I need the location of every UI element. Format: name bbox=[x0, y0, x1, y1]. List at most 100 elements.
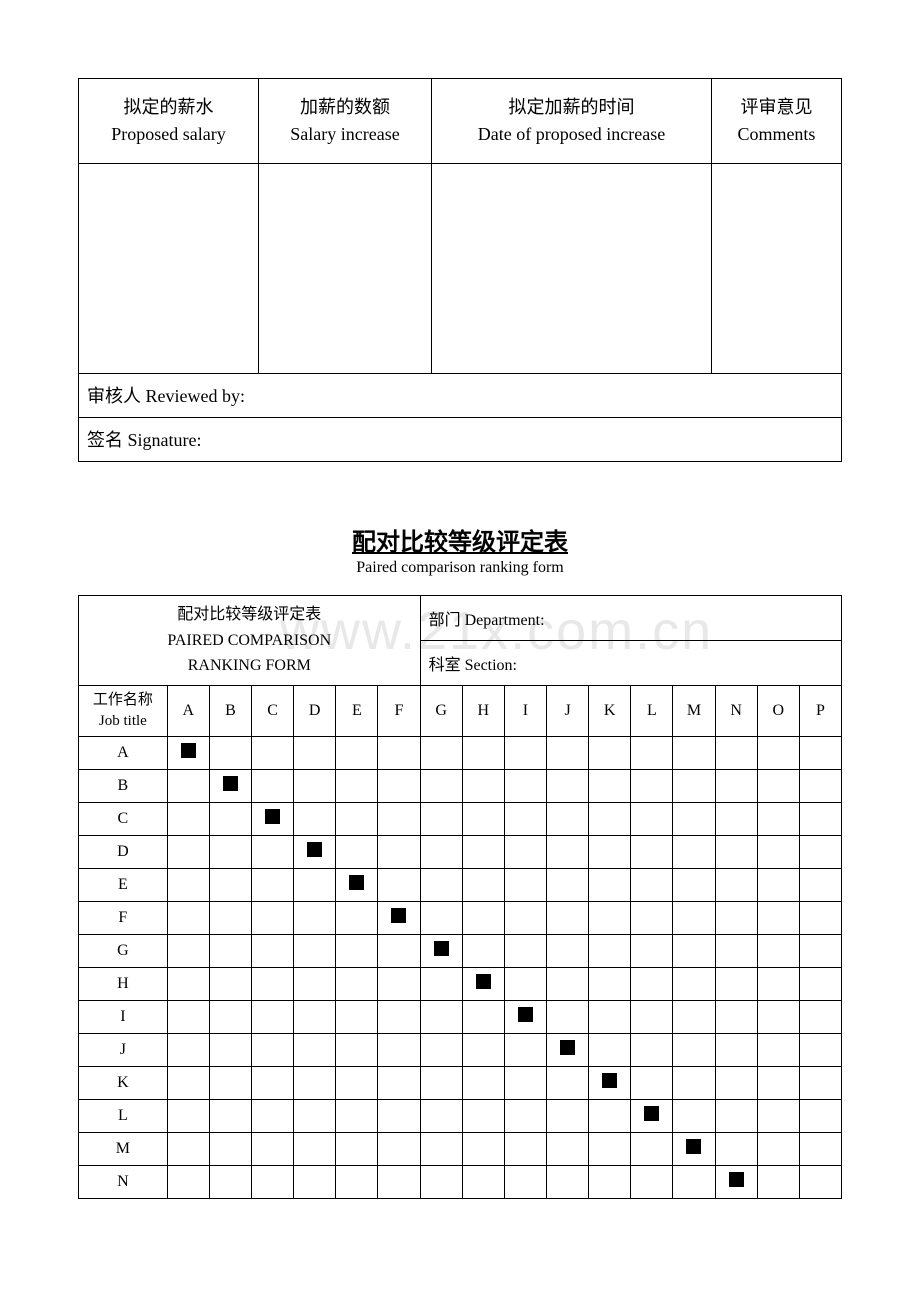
grid-cell[interactable] bbox=[420, 1066, 462, 1099]
grid-cell[interactable] bbox=[378, 769, 420, 802]
grid-cell[interactable] bbox=[420, 1132, 462, 1165]
grid-cell[interactable] bbox=[420, 967, 462, 1000]
grid-cell[interactable] bbox=[757, 1000, 799, 1033]
grid-cell[interactable] bbox=[546, 868, 588, 901]
grid-cell[interactable] bbox=[631, 1033, 673, 1066]
grid-cell[interactable] bbox=[420, 802, 462, 835]
grid-cell[interactable] bbox=[757, 967, 799, 1000]
grid-cell[interactable] bbox=[420, 736, 462, 769]
grid-cell[interactable] bbox=[378, 736, 420, 769]
grid-cell[interactable] bbox=[209, 868, 251, 901]
grid-cell[interactable] bbox=[336, 1033, 378, 1066]
grid-cell[interactable] bbox=[294, 934, 336, 967]
grid-cell[interactable] bbox=[673, 769, 715, 802]
grid-cell[interactable] bbox=[462, 1099, 504, 1132]
grid-cell[interactable] bbox=[378, 835, 420, 868]
grid-cell[interactable] bbox=[546, 1066, 588, 1099]
grid-cell[interactable] bbox=[715, 736, 757, 769]
grid-cell[interactable] bbox=[715, 1000, 757, 1033]
grid-cell[interactable] bbox=[167, 1066, 209, 1099]
grid-cell[interactable] bbox=[167, 736, 209, 769]
grid-cell[interactable] bbox=[799, 769, 841, 802]
grid-cell[interactable] bbox=[799, 934, 841, 967]
grid-cell[interactable] bbox=[799, 868, 841, 901]
grid-cell[interactable] bbox=[589, 1165, 631, 1198]
grid-cell[interactable] bbox=[589, 901, 631, 934]
grid-cell[interactable] bbox=[631, 769, 673, 802]
grid-cell[interactable] bbox=[673, 1132, 715, 1165]
grid-cell[interactable] bbox=[504, 1132, 546, 1165]
grid-cell[interactable] bbox=[504, 769, 546, 802]
grid-cell[interactable] bbox=[209, 1066, 251, 1099]
grid-cell[interactable] bbox=[167, 769, 209, 802]
grid-cell[interactable] bbox=[799, 901, 841, 934]
grid-cell[interactable] bbox=[757, 901, 799, 934]
grid-cell[interactable] bbox=[757, 1066, 799, 1099]
grid-cell[interactable] bbox=[589, 1033, 631, 1066]
grid-cell[interactable] bbox=[757, 769, 799, 802]
grid-cell[interactable] bbox=[462, 868, 504, 901]
grid-cell[interactable] bbox=[673, 1033, 715, 1066]
grid-cell[interactable] bbox=[715, 1132, 757, 1165]
grid-cell[interactable] bbox=[167, 868, 209, 901]
grid-cell[interactable] bbox=[294, 967, 336, 1000]
grid-cell[interactable] bbox=[631, 901, 673, 934]
grid-cell[interactable] bbox=[252, 1000, 294, 1033]
grid-cell[interactable] bbox=[252, 934, 294, 967]
grid-cell[interactable] bbox=[252, 802, 294, 835]
grid-cell[interactable] bbox=[589, 1000, 631, 1033]
grid-cell[interactable] bbox=[462, 934, 504, 967]
grid-cell[interactable] bbox=[799, 1033, 841, 1066]
grid-cell[interactable] bbox=[799, 736, 841, 769]
grid-cell[interactable] bbox=[420, 868, 462, 901]
grid-cell[interactable] bbox=[715, 1099, 757, 1132]
grid-cell[interactable] bbox=[167, 1000, 209, 1033]
grid-cell[interactable] bbox=[631, 1132, 673, 1165]
grid-cell[interactable] bbox=[631, 835, 673, 868]
grid-cell[interactable] bbox=[504, 802, 546, 835]
grid-cell[interactable] bbox=[209, 1033, 251, 1066]
grid-cell[interactable] bbox=[252, 1066, 294, 1099]
grid-cell[interactable] bbox=[336, 1000, 378, 1033]
grid-cell[interactable] bbox=[631, 868, 673, 901]
grid-cell[interactable] bbox=[757, 802, 799, 835]
grid-cell[interactable] bbox=[336, 1132, 378, 1165]
grid-cell[interactable] bbox=[504, 1033, 546, 1066]
grid-cell[interactable] bbox=[294, 901, 336, 934]
grid-cell[interactable] bbox=[294, 769, 336, 802]
grid-cell[interactable] bbox=[420, 934, 462, 967]
grid-cell[interactable] bbox=[378, 1033, 420, 1066]
grid-cell[interactable] bbox=[462, 901, 504, 934]
grid-cell[interactable] bbox=[378, 901, 420, 934]
grid-cell[interactable] bbox=[631, 802, 673, 835]
signature-label[interactable]: 签名 Signature: bbox=[79, 418, 842, 462]
grid-cell[interactable] bbox=[294, 1033, 336, 1066]
grid-cell[interactable] bbox=[673, 1099, 715, 1132]
grid-cell[interactable] bbox=[631, 934, 673, 967]
grid-cell[interactable] bbox=[546, 934, 588, 967]
grid-cell[interactable] bbox=[462, 736, 504, 769]
grid-cell[interactable] bbox=[252, 1033, 294, 1066]
grid-cell[interactable] bbox=[504, 835, 546, 868]
grid-cell[interactable] bbox=[167, 1099, 209, 1132]
grid-cell[interactable] bbox=[504, 1066, 546, 1099]
cell-proposed-salary[interactable] bbox=[79, 164, 259, 374]
grid-cell[interactable] bbox=[209, 835, 251, 868]
grid-cell[interactable] bbox=[294, 835, 336, 868]
grid-cell[interactable] bbox=[757, 1165, 799, 1198]
grid-cell[interactable] bbox=[294, 736, 336, 769]
grid-cell[interactable] bbox=[589, 868, 631, 901]
grid-cell[interactable] bbox=[757, 868, 799, 901]
grid-cell[interactable] bbox=[715, 1033, 757, 1066]
grid-cell[interactable] bbox=[167, 901, 209, 934]
grid-cell[interactable] bbox=[209, 934, 251, 967]
grid-cell[interactable] bbox=[378, 868, 420, 901]
grid-cell[interactable] bbox=[546, 901, 588, 934]
grid-cell[interactable] bbox=[252, 868, 294, 901]
grid-cell[interactable] bbox=[546, 1165, 588, 1198]
grid-cell[interactable] bbox=[252, 835, 294, 868]
grid-cell[interactable] bbox=[631, 1165, 673, 1198]
section-label[interactable]: 科室 Section: bbox=[420, 640, 841, 685]
grid-cell[interactable] bbox=[715, 1066, 757, 1099]
grid-cell[interactable] bbox=[631, 736, 673, 769]
